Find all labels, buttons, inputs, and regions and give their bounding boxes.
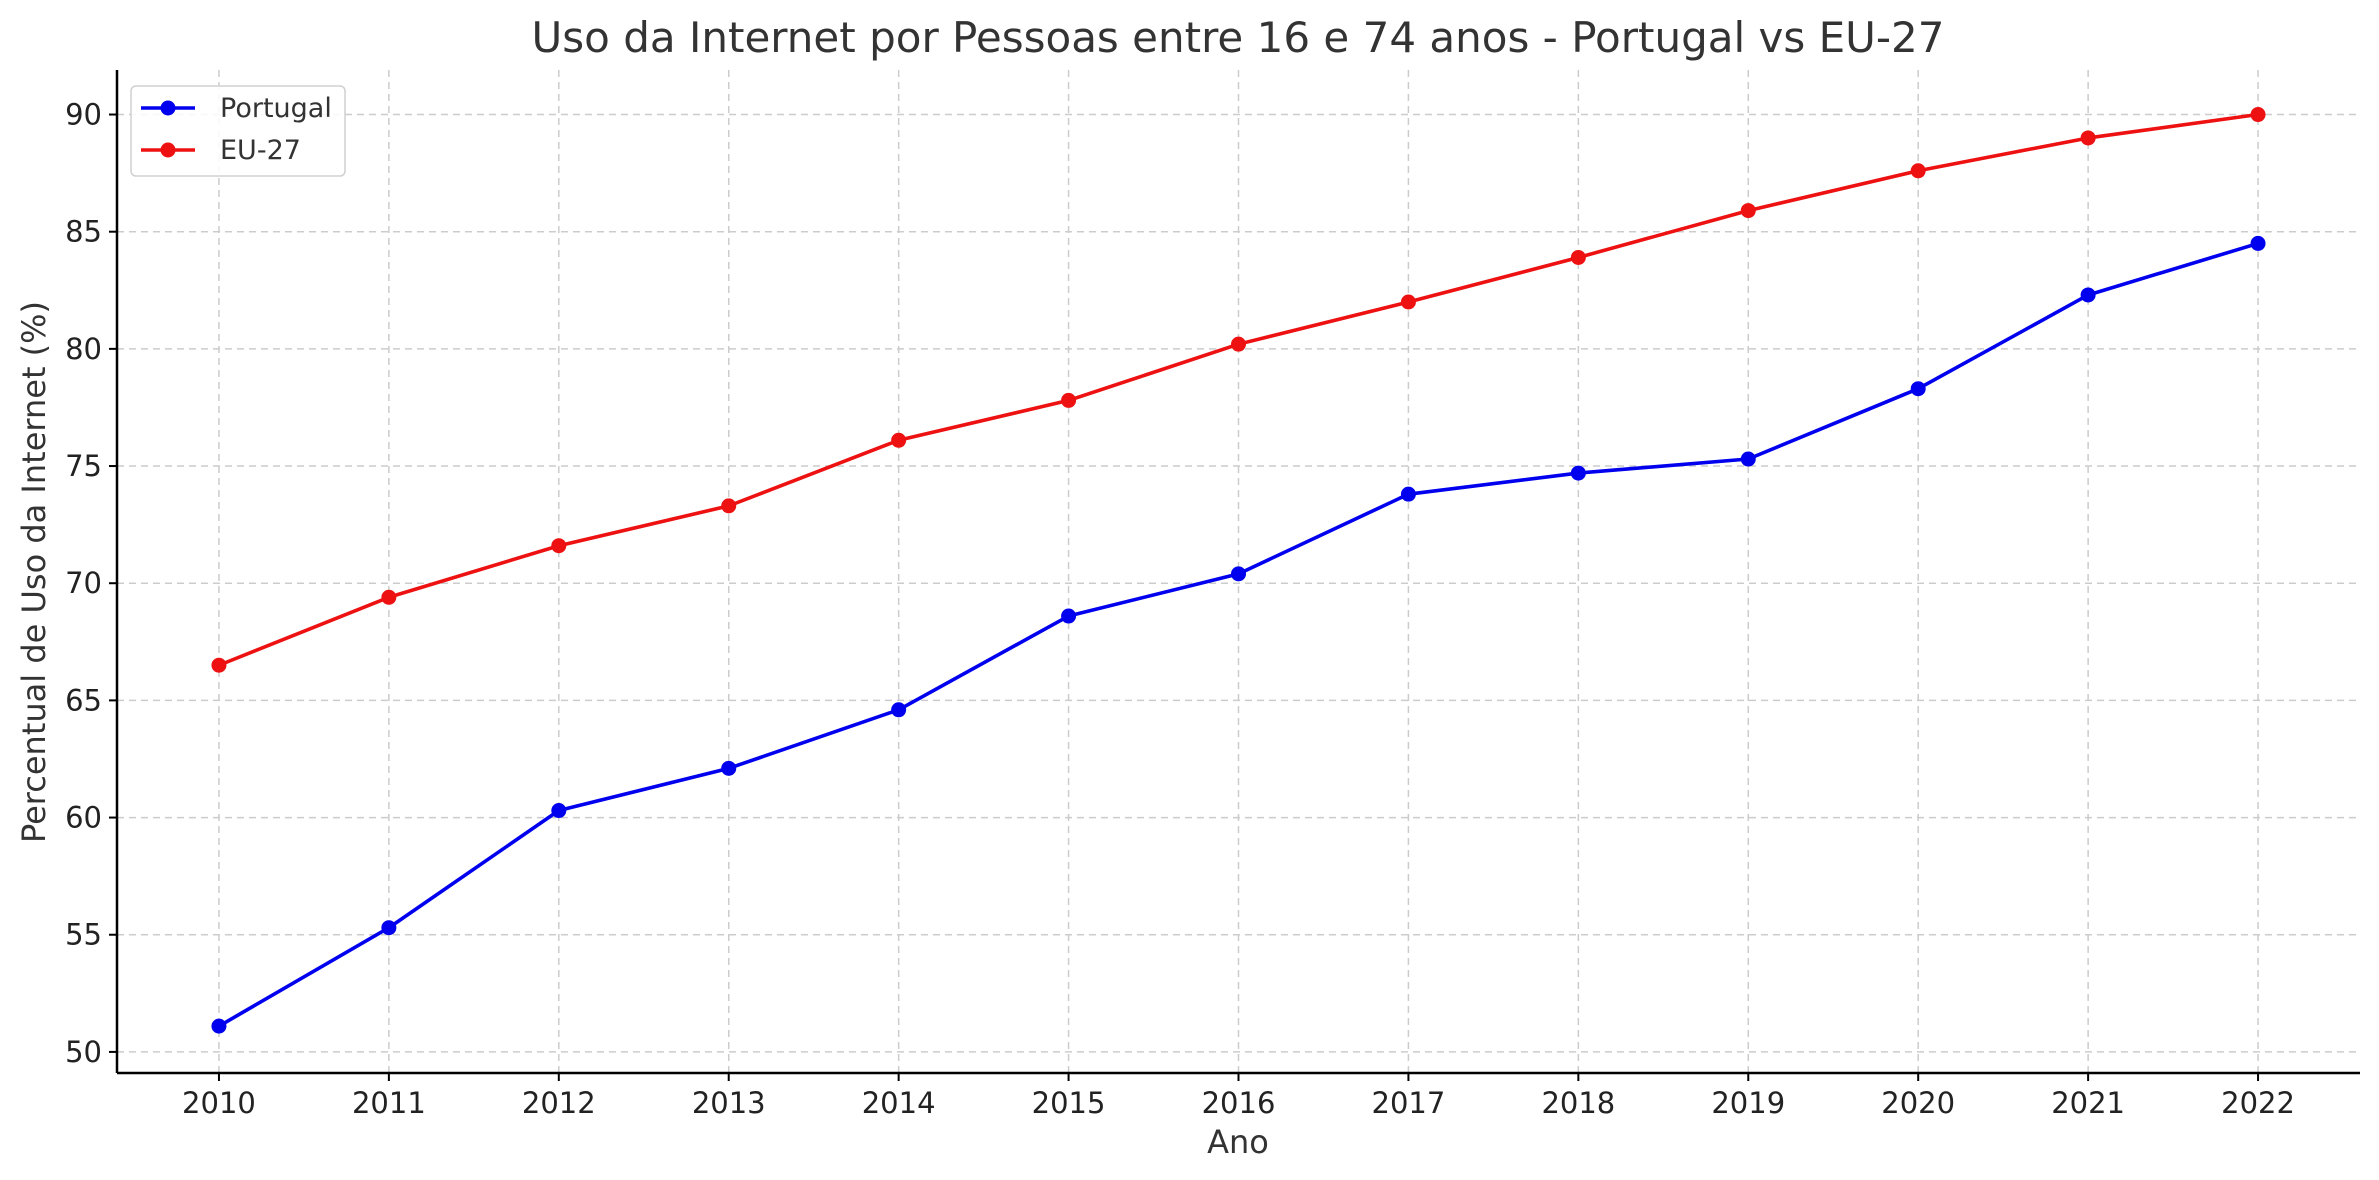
y-tick-label: 80 bbox=[65, 332, 102, 366]
x-tick-label: 2021 bbox=[2051, 1086, 2125, 1120]
legend: Portugal EU-27 bbox=[130, 85, 346, 177]
legend-item-eu-27: EU-27 bbox=[141, 135, 301, 166]
series-group bbox=[211, 107, 2266, 1034]
data-point-portugal bbox=[891, 702, 907, 718]
data-point-portugal bbox=[2250, 235, 2266, 251]
x-tick-label: 2015 bbox=[1032, 1086, 1106, 1120]
x-tick-label: 2012 bbox=[522, 1086, 596, 1120]
x-tick-label: 2016 bbox=[1202, 1086, 1276, 1120]
x-tick-label: 2020 bbox=[1881, 1086, 1955, 1120]
chart-title: Uso da Internet por Pessoas entre 16 e 7… bbox=[532, 13, 1945, 62]
x-tick-label: 2010 bbox=[182, 1086, 256, 1120]
y-tick-label: 65 bbox=[65, 683, 102, 717]
data-point-eu-27 bbox=[1740, 203, 1756, 219]
data-point-eu-27 bbox=[891, 432, 907, 448]
data-point-portugal bbox=[551, 803, 567, 819]
x-tick-label: 2018 bbox=[1541, 1086, 1615, 1120]
data-point-eu-27 bbox=[2080, 130, 2096, 146]
data-point-portugal bbox=[1570, 465, 1586, 481]
x-tick-label: 2014 bbox=[862, 1086, 936, 1120]
y-tick-label: 50 bbox=[65, 1035, 102, 1069]
data-point-portugal bbox=[1061, 608, 1077, 624]
data-point-portugal bbox=[1400, 486, 1416, 502]
y-tick-label: 75 bbox=[65, 449, 102, 483]
x-tick-label: 2022 bbox=[2221, 1086, 2295, 1120]
data-point-eu-27 bbox=[1061, 392, 1077, 408]
legend-marker-swatch bbox=[160, 100, 176, 116]
data-point-eu-27 bbox=[1570, 249, 1586, 265]
legend-marker-swatch bbox=[160, 142, 176, 158]
y-tick-label: 85 bbox=[65, 215, 102, 249]
x-axis-label: Ano bbox=[1207, 1123, 1269, 1161]
series-portugal bbox=[211, 235, 2266, 1034]
x-tick-label: 2011 bbox=[352, 1086, 426, 1120]
data-point-eu-27 bbox=[721, 498, 737, 514]
data-point-eu-27 bbox=[381, 589, 397, 605]
y-tick-label: 60 bbox=[65, 801, 102, 835]
data-point-portugal bbox=[1231, 566, 1246, 582]
data-point-eu-27 bbox=[211, 657, 227, 673]
data-point-eu-27 bbox=[2250, 107, 2266, 123]
y-tick-label: 70 bbox=[65, 566, 102, 600]
y-tick-label: 55 bbox=[65, 918, 102, 952]
series-eu-27 bbox=[211, 107, 2266, 673]
data-point-eu-27 bbox=[1231, 336, 1246, 352]
x-tick-label: 2017 bbox=[1372, 1086, 1446, 1120]
tick-labels: 2010 2011 2012 2013 2014 2015 2016 2017 2018 2019… bbox=[65, 98, 2295, 1120]
legend-label: EU-27 bbox=[220, 135, 301, 166]
y-axis-label: Percentual de Uso da Internet (%) bbox=[15, 301, 53, 843]
legend-item-portugal: Portugal bbox=[141, 93, 332, 124]
data-point-eu-27 bbox=[1910, 163, 1926, 179]
data-point-portugal bbox=[211, 1018, 227, 1034]
data-point-portugal bbox=[721, 760, 737, 776]
y-tick-label: 90 bbox=[65, 98, 102, 132]
x-tick-label: 2013 bbox=[692, 1086, 766, 1120]
data-point-eu-27 bbox=[551, 538, 567, 554]
data-point-eu-27 bbox=[1400, 294, 1416, 310]
legend-label: Portugal bbox=[220, 93, 332, 124]
data-point-portugal bbox=[1910, 381, 1926, 397]
data-point-portugal bbox=[2080, 287, 2096, 303]
data-point-portugal bbox=[1740, 451, 1756, 467]
data-point-portugal bbox=[381, 920, 397, 936]
x-tick-label: 2019 bbox=[1711, 1086, 1785, 1120]
